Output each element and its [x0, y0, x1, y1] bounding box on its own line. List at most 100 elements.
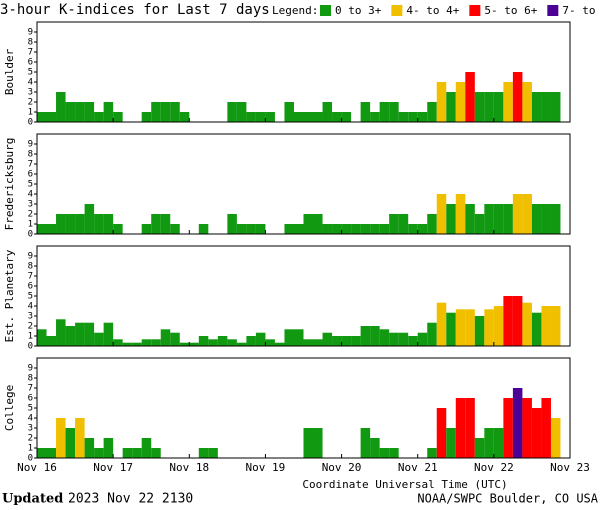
- bar: [103, 438, 114, 458]
- bar: [436, 302, 447, 346]
- y-tick-label: 0: [28, 342, 33, 352]
- bar: [493, 204, 504, 234]
- y-tick-label: 5: [28, 68, 33, 78]
- bar: [332, 112, 342, 122]
- bar: [313, 112, 323, 122]
- y-tick-label: 7: [28, 160, 33, 170]
- bar: [484, 309, 494, 346]
- y-tick-label: 4: [28, 190, 33, 200]
- bar: [293, 329, 304, 346]
- bar: [56, 319, 66, 346]
- bar: [236, 342, 247, 346]
- bar: [103, 322, 114, 346]
- bar: [493, 92, 504, 122]
- bar: [56, 418, 66, 458]
- bar: [417, 224, 428, 234]
- legend-label: Legend:: [272, 4, 318, 17]
- bar: [436, 82, 447, 122]
- bar: [103, 102, 114, 122]
- x-tick-label: Nov 20: [322, 461, 362, 474]
- bar: [265, 339, 275, 346]
- bar: [37, 329, 47, 346]
- bar: [151, 214, 161, 234]
- y-tick-label: 8: [28, 262, 33, 272]
- bar: [512, 194, 523, 234]
- bar: [132, 448, 142, 458]
- bar: [503, 82, 513, 122]
- bar: [56, 214, 66, 234]
- bar: [522, 82, 532, 122]
- x-tick-label: Nov 18: [169, 461, 209, 474]
- bar: [303, 214, 314, 234]
- bar: [65, 428, 76, 458]
- bar: [541, 306, 551, 346]
- bar: [246, 336, 256, 346]
- x-tick-label: Nov 23: [550, 461, 590, 474]
- y-tick-label: 8: [28, 374, 33, 384]
- bar: [389, 448, 399, 458]
- y-tick-label: 7: [28, 272, 33, 282]
- bar: [465, 72, 475, 122]
- bar: [198, 336, 209, 346]
- y-tick-label: 8: [28, 38, 33, 48]
- y-tick-label: 6: [28, 282, 33, 292]
- x-tick-label: Nov 19: [246, 461, 286, 474]
- x-tick-label: Nov 17: [93, 461, 133, 474]
- bar: [503, 296, 513, 346]
- y-tick-label: 7: [28, 48, 33, 58]
- bar: [493, 306, 504, 346]
- bar: [284, 102, 294, 122]
- bar: [550, 204, 561, 234]
- bar: [46, 112, 57, 122]
- bar: [246, 224, 256, 234]
- panel-frame: [36, 357, 571, 459]
- bar: [160, 214, 171, 234]
- bar: [227, 339, 237, 346]
- bar: [427, 214, 437, 234]
- legend-swatch: [320, 5, 331, 16]
- bar: [246, 112, 256, 122]
- source: NOAA/SWPC Boulder, CO USA: [417, 492, 598, 506]
- x-axis-label: Coordinate Universal Time (UTC): [302, 478, 507, 491]
- bar: [208, 448, 218, 458]
- bar: [493, 428, 504, 458]
- bar: [84, 204, 95, 234]
- y-tick-label: 0: [28, 230, 33, 240]
- bar: [465, 398, 475, 458]
- bar: [541, 92, 551, 122]
- updated-label: Updated: [2, 492, 63, 507]
- y-tick-label: 3: [28, 312, 33, 322]
- y-tick-label: 2: [28, 434, 33, 444]
- bar: [512, 72, 523, 122]
- bar: [94, 448, 104, 458]
- bar: [436, 194, 447, 234]
- bar: [541, 204, 551, 234]
- bar: [370, 438, 380, 458]
- bar: [141, 339, 152, 346]
- y-tick-label: 5: [28, 180, 33, 190]
- bar: [179, 112, 190, 122]
- bar: [474, 438, 485, 458]
- bar: [398, 112, 409, 122]
- y-tick-label: 5: [28, 404, 33, 414]
- bar: [436, 408, 447, 458]
- bar: [503, 398, 513, 458]
- bar: [360, 224, 371, 234]
- panel-title: Boulder: [3, 48, 16, 95]
- bar: [141, 438, 152, 458]
- bar: [265, 112, 275, 122]
- bar: [408, 224, 418, 234]
- bar: [541, 398, 551, 458]
- bar: [160, 329, 171, 346]
- y-tick-label: 7: [28, 384, 33, 394]
- bar: [446, 204, 456, 234]
- bar: [446, 92, 456, 122]
- bar: [255, 332, 266, 346]
- y-tick-label: 9: [28, 364, 33, 374]
- x-tick-label: Nov 22: [474, 461, 514, 474]
- bar: [151, 339, 161, 346]
- y-tick-label: 8: [28, 150, 33, 160]
- bar: [46, 224, 57, 234]
- legend-swatch: [469, 5, 481, 16]
